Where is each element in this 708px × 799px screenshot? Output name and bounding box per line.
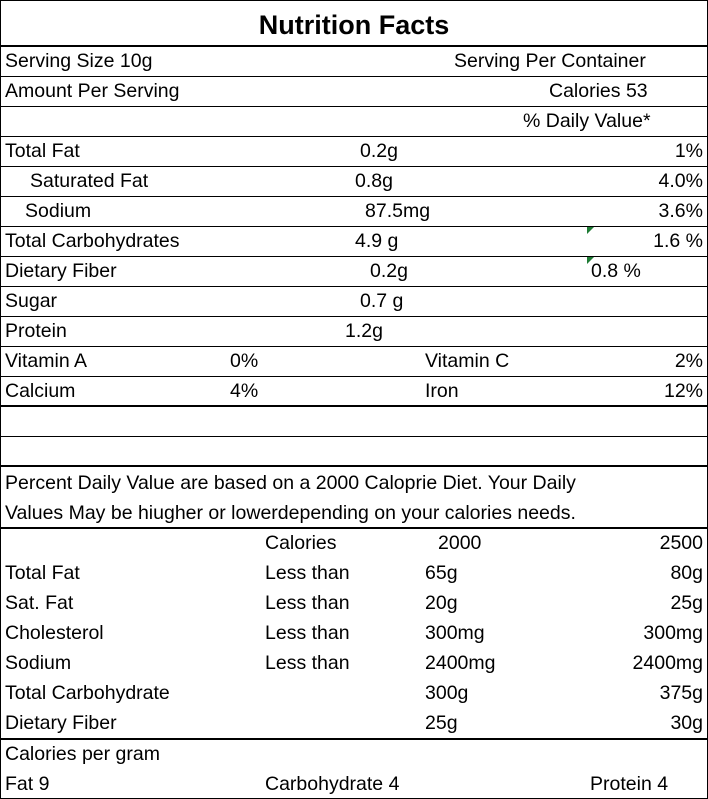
reference-value-2500: 375g — [659, 682, 703, 704]
reference-value-2000: 25g — [425, 712, 458, 734]
reference-value-2000: 300g — [425, 682, 469, 704]
divider — [1, 346, 707, 347]
reference-nutrient: Total Fat — [5, 562, 80, 584]
nutrient-amount: 0.8g — [355, 170, 393, 192]
nutrient-daily-value: 1.6 % — [653, 230, 703, 252]
reference-value-2500: 25g — [670, 592, 703, 614]
reference-value-2500: 30g — [670, 712, 703, 734]
reference-value-2500: 300mg — [643, 622, 703, 644]
calories-value: Calories 53 — [549, 80, 648, 102]
nutrient-amount: 4.9 g — [355, 230, 399, 252]
divider — [1, 76, 707, 77]
divider — [1, 256, 707, 257]
divider — [1, 166, 707, 167]
footnote-line: Percent Daily Value are based on a 2000 … — [5, 472, 576, 494]
reference-value-2000: 65g — [425, 562, 458, 584]
servings-per-container: Serving Per Container — [454, 50, 646, 72]
calories-per-gram-heading: Calories per gram — [5, 743, 160, 765]
nutrient-name: Total Carbohydrates — [5, 230, 180, 252]
nutrient-name: Total Fat — [5, 140, 80, 162]
divider — [1, 527, 707, 529]
nutrient-name: Sugar — [5, 290, 58, 312]
divider — [1, 316, 707, 317]
divider — [1, 136, 707, 137]
vitamin-value: 0% — [230, 350, 259, 372]
calories-per-gram-carbohydrate: Carbohydrate 4 — [265, 773, 400, 795]
nutrient-name: Protein — [5, 320, 67, 342]
divider — [1, 226, 707, 227]
nutrient-daily-value: 3.6% — [658, 200, 703, 222]
nutrient-daily-value: 4.0% — [658, 170, 703, 192]
vitamin-name: Vitamin C — [425, 350, 510, 372]
nutrient-amount: 0.7 g — [360, 290, 404, 312]
nutrient-name: Saturated Fat — [30, 170, 149, 192]
reference-value-2500: 80g — [670, 562, 703, 584]
reference-nutrient: Sat. Fat — [5, 592, 74, 614]
reference-value-2000: 20g — [425, 592, 458, 614]
calories-per-gram-protein: Protein 4 — [590, 773, 669, 795]
mineral-value: 4% — [230, 380, 259, 402]
divider — [1, 286, 707, 287]
divider — [1, 106, 707, 107]
nutrient-daily-value: 0.8 % — [591, 260, 641, 282]
divider — [1, 405, 707, 407]
reference-nutrient: Total Carbohydrate — [5, 682, 170, 704]
comment-marker-icon — [587, 227, 594, 234]
nutrient-amount: 87.5mg — [365, 200, 431, 222]
comment-marker-icon — [587, 257, 594, 264]
reference-nutrient: Dietary Fiber — [5, 712, 117, 734]
footnote-line: Values May be hiugher or lowerdepending … — [5, 502, 576, 524]
label-title: Nutrition Facts — [258, 10, 450, 40]
divider — [1, 738, 707, 740]
nutrient-name: Dietary Fiber — [5, 260, 117, 282]
daily-value-header: % Daily Value* — [523, 110, 651, 132]
reference-header-2000: 2000 — [438, 532, 482, 554]
reference-qualifier: Less than — [265, 592, 350, 614]
reference-qualifier: Less than — [265, 622, 350, 644]
divider — [1, 376, 707, 377]
mineral-name: Calcium — [5, 380, 76, 402]
nutrient-amount: 0.2g — [370, 260, 408, 282]
amount-per-serving: Amount Per Serving — [5, 80, 180, 102]
reference-header-2500: 2500 — [659, 532, 703, 554]
reference-header-label: Calories — [265, 532, 337, 554]
nutrient-amount: 1.2g — [345, 320, 383, 342]
reference-value-2500: 2400mg — [632, 652, 703, 674]
calories-per-gram-fat: Fat 9 — [5, 773, 50, 795]
mineral-name: Iron — [425, 380, 459, 402]
reference-nutrient: Sodium — [5, 652, 72, 674]
reference-qualifier: Less than — [265, 562, 350, 584]
reference-value-2000: 300mg — [425, 622, 485, 644]
reference-qualifier: Less than — [265, 652, 350, 674]
nutrient-daily-value: 1% — [674, 140, 703, 162]
nutrient-amount: 0.2g — [360, 140, 398, 162]
reference-nutrient: Cholesterol — [5, 622, 104, 644]
divider — [1, 45, 707, 47]
divider — [1, 436, 707, 437]
vitamin-value: 2% — [674, 350, 703, 372]
divider — [1, 196, 707, 197]
reference-value-2000: 2400mg — [425, 652, 496, 674]
nutrient-name: Sodium — [25, 200, 92, 222]
vitamin-name: Vitamin A — [5, 350, 88, 372]
serving-size: Serving Size 10g — [5, 50, 153, 72]
mineral-value: 12% — [663, 380, 703, 402]
divider — [1, 465, 707, 467]
